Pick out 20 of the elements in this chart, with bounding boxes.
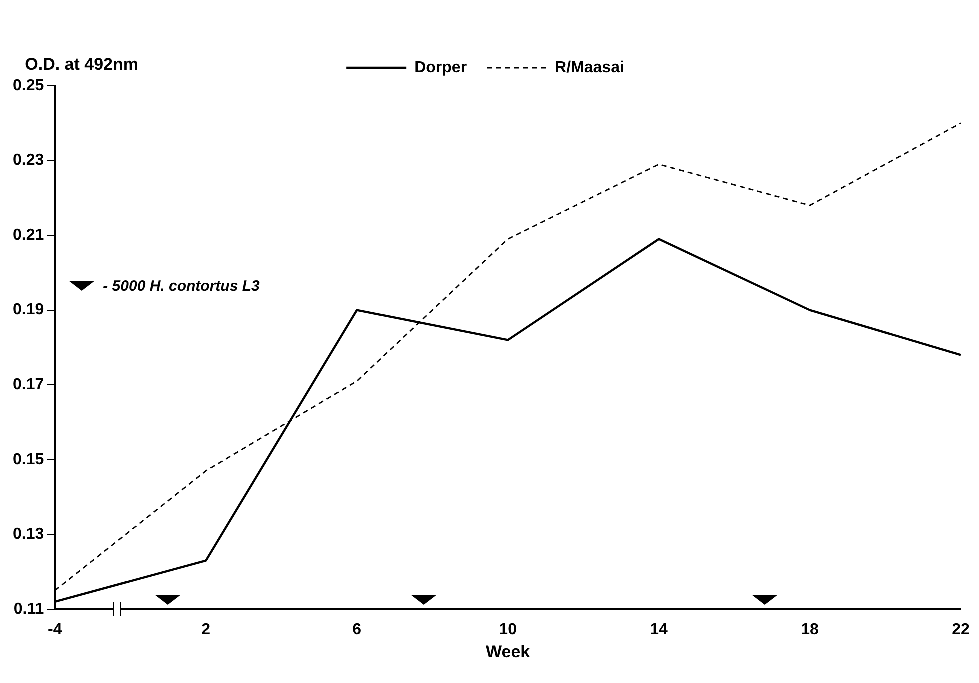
x-tick-label: 6	[352, 621, 362, 638]
x-tick-label: 2	[202, 621, 211, 638]
y-tick-label: 0.21	[13, 226, 44, 244]
y-tick-label: 0.25	[13, 77, 44, 94]
y-tick-label: 0.17	[13, 376, 44, 394]
x-tick-label: 14	[650, 621, 668, 638]
legend-label: Dorper	[414, 59, 468, 76]
legend-label: R/Maasai	[555, 59, 624, 76]
y-tick-label: 0.19	[13, 302, 44, 319]
x-axis-title: Week	[486, 642, 531, 662]
x-tick-label: 22	[952, 621, 970, 638]
x-tick-label: 10	[499, 621, 518, 638]
y-tick-label: 0.23	[13, 152, 44, 170]
x-tick-label: 18	[801, 621, 820, 638]
y-axis-title: O.D. at 492nm	[25, 55, 139, 74]
y-tick-label: 0.11	[14, 600, 44, 618]
y-tick-label: 0.13	[13, 526, 44, 544]
x-tick-label: -4	[48, 621, 62, 638]
y-tick-label: 0.15	[13, 451, 44, 468]
annotation: - 5000 H. contortus L3	[103, 278, 260, 295]
